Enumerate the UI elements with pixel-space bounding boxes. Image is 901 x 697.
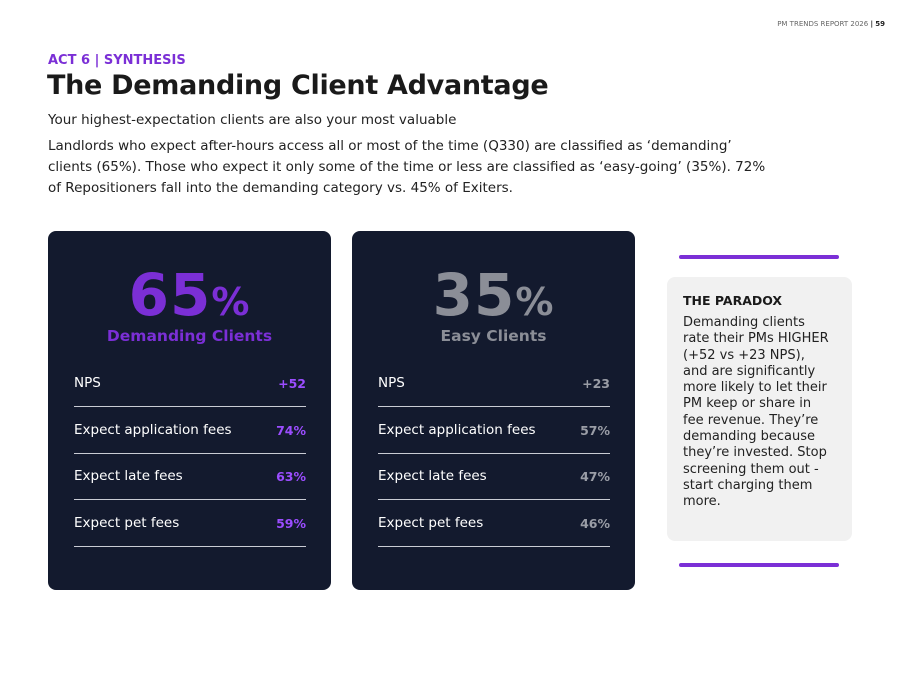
metric-value: 74% [276, 422, 306, 438]
stat-unit: % [211, 280, 251, 324]
stat-value: 65% [48, 261, 331, 329]
metric-value: 59% [276, 515, 306, 531]
metric-name: NPS [74, 375, 101, 391]
metric-name: Expect late fees [74, 468, 183, 484]
metric-value: +52 [278, 376, 306, 391]
body-text: Landlords who expect after-hours access … [48, 138, 766, 196]
metric-row: NPS +52 [74, 361, 306, 407]
accent-bar [679, 255, 839, 259]
metric-name: Expect pet fees [378, 514, 484, 531]
stat-label: Demanding Clients [106, 327, 273, 345]
separator: | [870, 20, 874, 28]
metric-name: Expect application fees [74, 421, 232, 438]
metric-row: Expect application fees 74% [74, 408, 306, 454]
accent-bar [679, 563, 839, 567]
page-number: 59 [875, 20, 885, 28]
separator: | [94, 53, 100, 68]
metric-name: NPS [378, 375, 405, 391]
metric-row: Expect late fees 63% [74, 454, 306, 500]
section: SYNTHESIS [103, 53, 186, 68]
stat-unit: % [515, 280, 555, 324]
stat-card: 35% Easy Clients NPS +23 Expect application … [352, 231, 635, 590]
metric-value: 46% [580, 515, 610, 531]
title: The Demanding Client Advantage [47, 70, 549, 101]
stat-card: 65% Demanding Clients NPS +52 Expect applica… [48, 231, 331, 590]
metric-value: +23 [582, 376, 610, 391]
metric-name: Expect application fees [378, 421, 536, 438]
sidebar: THE PARADOX Demanding clients rate their… [667, 277, 852, 541]
stat-number: 65 [128, 261, 212, 329]
metric-row: Expect late fees 47% [378, 454, 610, 500]
metric-name: Expect late fees [378, 468, 487, 484]
metric-value: 63% [276, 469, 306, 484]
stat-label: Easy Clients [440, 327, 547, 345]
kicker: ACT 6 | SYNTHESIS [48, 53, 186, 68]
metric-row: NPS +23 [378, 361, 610, 407]
metric-row: Expect application fees 57% [378, 408, 610, 454]
metric-value: 47% [580, 469, 610, 484]
stat-value: 35% [352, 261, 635, 329]
act: ACT 6 [48, 53, 91, 68]
sidebar-text: Demanding clients rate their PMs HIGHER … [683, 315, 829, 510]
running-header: PM TRENDS REPORT 2026 | 59 [777, 20, 885, 28]
metric-row: Expect pet fees 59% [74, 501, 306, 547]
sidebar-heading: THE PARADOX [683, 293, 783, 308]
report-name: PM TRENDS REPORT 2026 [777, 20, 869, 28]
subtitle: Your highest-expectation clients are als… [48, 112, 457, 128]
metric-name: Expect pet fees [74, 514, 180, 531]
stat-number: 35 [432, 261, 516, 329]
metric-row: Expect pet fees 46% [378, 501, 610, 547]
metric-value: 57% [580, 422, 610, 438]
